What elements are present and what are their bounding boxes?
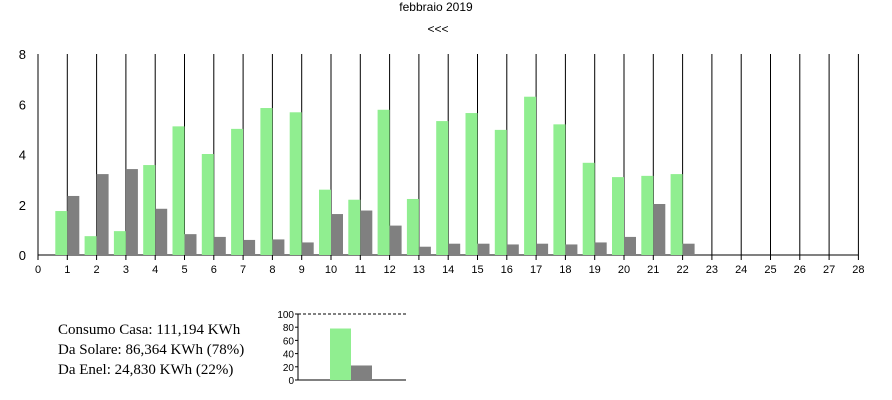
x-tick-label: 7 — [240, 264, 246, 276]
x-tick-label: 16 — [501, 264, 513, 276]
enel-bar-day-20 — [624, 236, 636, 255]
x-tick-label: 23 — [706, 264, 718, 276]
x-tick-label: 22 — [676, 264, 688, 276]
enel-bar-day-7 — [243, 239, 256, 255]
x-tick-label: 18 — [559, 264, 571, 276]
x-tick-label: 8 — [269, 264, 275, 276]
solar-bar-day-12 — [377, 109, 390, 255]
enel-bar-day-18 — [565, 244, 578, 255]
enel-bar-day-2 — [96, 174, 109, 255]
enel-bar-day-21 — [653, 203, 666, 255]
enel-bar-day-14 — [448, 243, 461, 255]
y-tick-label: 2 — [19, 198, 26, 213]
x-tick-label: 28 — [852, 264, 864, 276]
enel-bar-day-10 — [331, 214, 343, 255]
x-tick-label: 1 — [64, 264, 70, 276]
solar-bar-day-17 — [524, 96, 537, 256]
x-tick-label: 15 — [471, 264, 483, 276]
enel-bar-day-8 — [272, 239, 285, 255]
solar-bar-day-10 — [319, 189, 331, 255]
solar-bar-day-4 — [143, 165, 156, 255]
previous-month-button[interactable]: <<< — [427, 22, 449, 36]
enel-bar-day-6 — [213, 236, 226, 255]
solar-bar-day-1 — [55, 211, 68, 255]
solar-bar-day-2 — [84, 236, 97, 255]
x-tick-label: 24 — [735, 264, 747, 276]
month-title: febbraio 2019 — [399, 0, 473, 14]
x-tick-label: 2 — [94, 264, 100, 276]
solar-bar-day-8 — [260, 108, 273, 255]
solar-bar-day-7 — [231, 128, 244, 255]
solar-bar-day-11 — [348, 199, 361, 255]
x-tick-label: 27 — [823, 264, 835, 276]
solar-bar-day-15 — [465, 113, 478, 255]
enel-bar-day-11 — [360, 210, 373, 255]
enel-bar-day-12 — [389, 225, 402, 255]
y-tick-label: 8 — [19, 47, 26, 62]
x-tick-label: 4 — [152, 264, 158, 276]
x-tick-label: 13 — [413, 264, 425, 276]
enel-bar-day-1 — [67, 195, 80, 255]
solar-bar-day-19 — [582, 162, 595, 255]
energy-summary: Consumo Casa: 111,194 KWh Da Solare: 86,… — [58, 320, 244, 380]
x-tick-label: 14 — [442, 264, 454, 276]
y-tick-label: 6 — [19, 97, 26, 112]
enel-bar-day-4 — [155, 208, 168, 255]
x-tick-label: 11 — [355, 264, 366, 276]
x-tick-label: 17 — [530, 264, 542, 276]
solar-bar-day-21 — [641, 175, 654, 255]
home-consumption-text: Consumo Casa: 111,194 KWh — [58, 322, 241, 338]
enel-bar-day-13 — [418, 246, 431, 255]
solar-bar-day-18 — [553, 124, 566, 255]
enel-bar-day-16 — [506, 244, 519, 255]
x-tick-label: 9 — [299, 264, 305, 276]
solar-bar-day-22 — [670, 174, 683, 255]
solar-bar-day-3 — [113, 231, 126, 255]
x-tick-label: 20 — [618, 264, 630, 276]
solar-bar-day-20 — [612, 177, 624, 255]
x-tick-label: 6 — [211, 264, 217, 276]
enel-share-text: Da Enel: 24,830 KWh (22%) — [58, 362, 234, 378]
enel-bar-day-3 — [125, 169, 138, 255]
enel-bar-day-19 — [594, 242, 607, 255]
solar-bar-day-6 — [201, 153, 214, 255]
x-tick-label: 10 — [325, 264, 337, 276]
solar-bar-day-13 — [406, 198, 419, 255]
x-tick-label: 3 — [123, 264, 129, 276]
y-tick-label: 0 — [19, 248, 26, 263]
solar-bar-day-16 — [494, 129, 507, 255]
solar-bar-day-5 — [172, 126, 185, 255]
solar-share-text: Da Solare: 86,364 KWh (78%) — [58, 342, 245, 358]
enel-bar-day-15 — [477, 243, 490, 255]
enel-bar-day-17 — [536, 243, 549, 255]
enel-bar-day-9 — [301, 242, 314, 255]
x-tick-label: 21 — [647, 264, 659, 276]
solar-bar-day-14 — [436, 121, 449, 256]
x-tick-label: 12 — [383, 264, 395, 276]
enel-bar-day-5 — [184, 234, 197, 255]
x-tick-label: 19 — [589, 264, 601, 276]
enel-bar-day-22 — [682, 243, 695, 255]
x-tick-label: 26 — [794, 264, 806, 276]
solar-bar-day-9 — [289, 112, 302, 255]
x-tick-label: 0 — [35, 264, 41, 276]
y-tick-label: 4 — [19, 148, 26, 163]
x-tick-label: 25 — [764, 264, 776, 276]
x-tick-label: 5 — [181, 264, 187, 276]
